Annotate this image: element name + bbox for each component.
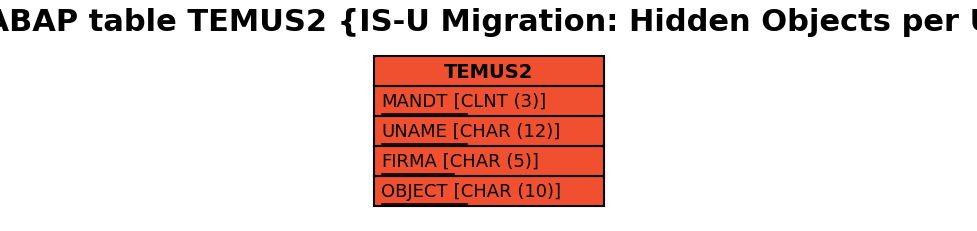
- Text: FIRMA: FIRMA: [381, 152, 438, 170]
- Text: [CHAR (5)]: [CHAR (5)]: [438, 152, 539, 170]
- Text: MANDT: MANDT: [381, 93, 447, 110]
- Text: TEMUS2: TEMUS2: [444, 62, 533, 81]
- Text: [CHAR (12)]: [CHAR (12)]: [447, 122, 561, 140]
- Text: OBJECT: OBJECT: [381, 182, 448, 200]
- Text: UNAME: UNAME: [381, 122, 447, 140]
- FancyBboxPatch shape: [373, 87, 604, 116]
- FancyBboxPatch shape: [373, 57, 604, 87]
- Text: [CLNT (3)]: [CLNT (3)]: [447, 93, 546, 110]
- FancyBboxPatch shape: [373, 176, 604, 206]
- FancyBboxPatch shape: [373, 146, 604, 176]
- FancyBboxPatch shape: [373, 116, 604, 146]
- Text: [CHAR (10)]: [CHAR (10)]: [448, 182, 561, 200]
- Text: SAP ABAP table TEMUS2 {IS-U Migration: Hidden Objects per User}: SAP ABAP table TEMUS2 {IS-U Migration: H…: [0, 8, 977, 37]
